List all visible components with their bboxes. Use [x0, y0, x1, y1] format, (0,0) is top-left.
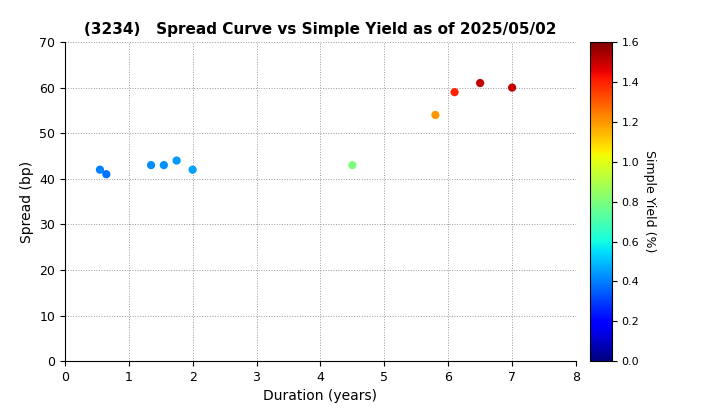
Y-axis label: Spread (bp): Spread (bp) [19, 160, 34, 243]
Point [474, 80, 486, 87]
Point [158, 162, 170, 168]
Point [187, 166, 199, 173]
Title: (3234)   Spread Curve vs Simple Yield as of 2025/05/02: (3234) Spread Curve vs Simple Yield as o… [84, 22, 557, 37]
Point [449, 89, 460, 95]
Point [430, 112, 441, 118]
Point [94, 166, 106, 173]
Point [346, 162, 358, 168]
Point [506, 84, 518, 91]
Point [171, 157, 182, 164]
Point [145, 162, 157, 168]
Point [101, 171, 112, 178]
X-axis label: Duration (years): Duration (years) [264, 389, 377, 404]
Y-axis label: Simple Yield (%): Simple Yield (%) [643, 150, 656, 253]
